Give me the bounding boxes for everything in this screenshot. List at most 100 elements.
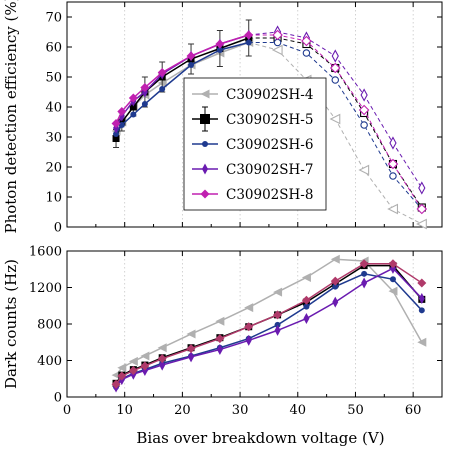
data-point: [361, 270, 368, 277]
data-point-extrapolated: [329, 62, 341, 74]
data-point: [128, 93, 138, 103]
data-point: [159, 359, 166, 371]
data-point-extrapolated: [331, 49, 339, 63]
legend-entry: C30902SH-6: [192, 137, 313, 153]
data-point: [159, 86, 166, 92]
data-point-extrapolated: [358, 164, 370, 176]
y-tick-label: 70: [45, 11, 62, 26]
y-tick-label: 0: [54, 221, 62, 236]
data-point: [128, 356, 138, 366]
data-point: [186, 51, 196, 61]
data-point: [157, 68, 167, 77]
data-point: [186, 329, 196, 339]
data-point: [273, 310, 283, 320]
series-C30902SH-8: [111, 259, 427, 389]
data-point-extrapolated: [360, 88, 368, 102]
data-point: [216, 344, 223, 356]
x-tick-label: 20: [174, 403, 191, 418]
legend-marker: [200, 89, 210, 99]
data-point-extrapolated: [387, 158, 399, 170]
data-point: [388, 259, 398, 269]
x-tick-label: 50: [347, 403, 364, 418]
plot-frame: [66, 1, 443, 228]
data-point: [359, 259, 369, 269]
data-point: [215, 39, 225, 49]
data-point: [111, 379, 121, 389]
data-point: [244, 322, 254, 332]
data-point: [330, 276, 340, 286]
data-point: [303, 313, 310, 325]
data-point: [417, 337, 427, 347]
x-axis-title: Bias over breakdown voltage (V): [136, 429, 384, 447]
data-point-extrapolated: [302, 49, 311, 57]
legend-marker: [202, 163, 208, 175]
y-tick-label: 1200: [29, 281, 62, 296]
data-point-extrapolated: [416, 218, 427, 230]
data-point: [129, 103, 137, 111]
data-point-extrapolated: [271, 44, 283, 56]
data-point: [157, 343, 167, 353]
legend-label: C30902SH-4: [226, 87, 313, 103]
data-point: [303, 303, 310, 310]
series-C30902SH-6: [113, 270, 425, 390]
x-tick-label: 60: [405, 403, 422, 418]
data-point: [301, 272, 311, 282]
data-point: [245, 39, 252, 46]
data-point: [140, 361, 150, 371]
data-point: [273, 287, 283, 297]
data-point: [330, 254, 340, 264]
series-C30902SH-4: [111, 254, 427, 380]
legend-label: C30902SH-7: [226, 162, 313, 178]
legend-entry: C30902SH-7: [192, 162, 313, 178]
y-tick-label: 0: [54, 391, 62, 406]
y-tick-label: 10: [45, 191, 62, 206]
legend-entry: C30902SH-8: [192, 187, 313, 203]
data-point: [388, 286, 398, 296]
data-point: [389, 276, 396, 283]
legend-marker: [200, 114, 210, 124]
data-point: [245, 334, 252, 346]
y-tick-label: 50: [45, 71, 62, 86]
data-point-extrapolated: [329, 113, 341, 125]
data-point-extrapolated: [272, 29, 283, 41]
data-point: [157, 354, 167, 364]
series-C30902SH-6: [113, 38, 426, 213]
data-point-extrapolated: [360, 121, 368, 129]
x-tick-label: 40: [289, 403, 306, 418]
data-point: [117, 107, 127, 116]
series-C30902SH-7: [113, 262, 425, 393]
data-point: [117, 363, 127, 373]
data-point-extrapolated: [301, 35, 312, 47]
legend-label: C30902SH-6: [226, 137, 313, 153]
data-point: [361, 277, 368, 289]
data-point: [216, 47, 223, 53]
data-point: [417, 278, 427, 288]
data-point-extrapolated: [387, 203, 399, 215]
y-tick-label: 60: [45, 41, 62, 56]
data-point-extrapolated: [331, 76, 340, 84]
data-point: [418, 292, 425, 304]
data-point: [111, 370, 121, 380]
legend-marker: [202, 141, 208, 147]
data-point: [274, 324, 281, 336]
data-point: [418, 307, 425, 314]
x-tick-label: 30: [232, 403, 249, 418]
legend-label: C30902SH-8: [226, 187, 313, 203]
data-point: [188, 351, 195, 363]
legend-entry: C30902SH-5: [192, 106, 313, 132]
x-tick-label: 0: [63, 403, 71, 418]
legend-marker: [200, 189, 210, 199]
data-point: [332, 283, 339, 290]
data-point: [140, 83, 150, 92]
data-point: [141, 101, 148, 107]
data-point: [215, 334, 225, 344]
series-C30902SH-5: [112, 262, 426, 387]
data-point: [186, 344, 196, 354]
data-point: [188, 62, 195, 68]
data-point: [215, 316, 225, 326]
legend: C30902SH-4 C30902SH-5 C30902SH-6 C30902SH-7…: [183, 77, 327, 211]
data-point-extrapolated: [389, 136, 397, 150]
y-tick-label: 400: [37, 354, 62, 369]
data-point: [130, 111, 137, 118]
